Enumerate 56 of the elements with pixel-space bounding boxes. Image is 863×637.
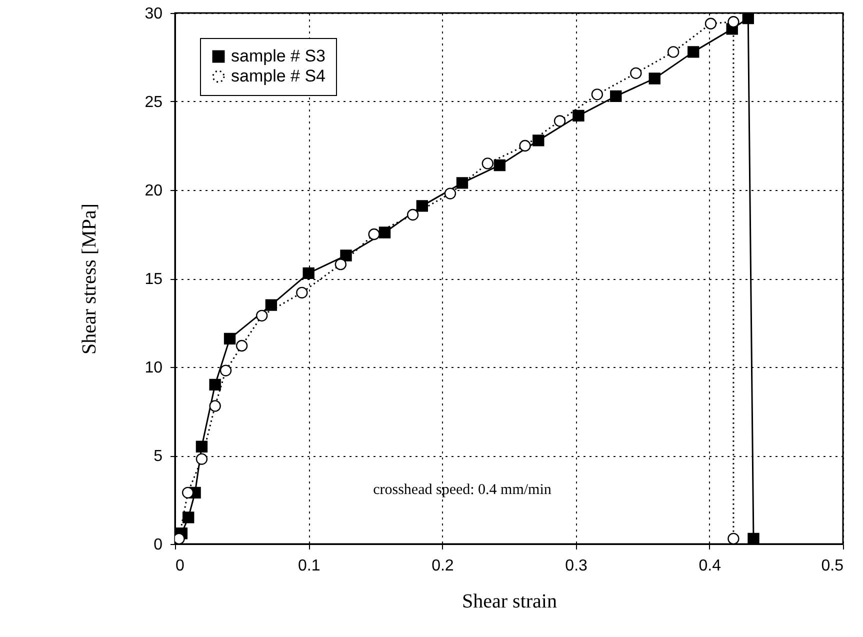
point: [494, 159, 506, 172]
y-tick-label: 5: [154, 448, 163, 465]
y-tick-label: 30: [144, 6, 163, 22]
point: [748, 532, 760, 544]
annotation: crosshead speed: 0.4 mm/min: [373, 482, 552, 498]
point: [182, 486, 194, 499]
point: [236, 340, 248, 352]
y-tick-label: 15: [144, 271, 163, 288]
y-tick-label: 25: [144, 94, 163, 111]
point: [302, 267, 314, 280]
point: [334, 258, 347, 270]
y-axis-title: Shear stress [MPa]: [78, 203, 101, 355]
point: [648, 72, 660, 84]
point: [519, 140, 531, 152]
point: [630, 67, 642, 80]
y-tick-label: 0: [154, 536, 163, 554]
x-tick-label: 0.3: [565, 558, 588, 574]
point: [456, 177, 468, 189]
point: [196, 440, 208, 452]
x-tick-label: 0.1: [298, 558, 320, 574]
point: [591, 88, 604, 100]
point: [704, 18, 717, 30]
x-tick-label: 0.2: [432, 558, 454, 574]
point: [220, 364, 232, 376]
point: [728, 16, 740, 28]
x-tick-label: 0.4: [698, 558, 722, 574]
point: [378, 226, 391, 238]
point: [209, 400, 221, 412]
y-tick-label: 20: [144, 182, 163, 200]
point: [224, 332, 236, 345]
x-tick-label: 0.5: [821, 558, 844, 574]
point: [554, 115, 566, 127]
point: [572, 110, 584, 122]
point: [196, 453, 208, 465]
point: [406, 208, 419, 221]
point: [532, 134, 544, 146]
legend-label: sample # S3: [231, 46, 326, 66]
point: [416, 200, 428, 212]
x-tick-label: 0: [176, 558, 184, 574]
point: [265, 299, 278, 311]
x-axis-title: Shear strain: [462, 590, 557, 612]
point: [688, 46, 700, 58]
point: [256, 310, 268, 322]
point: [368, 228, 380, 240]
point: [610, 90, 622, 102]
point: [209, 378, 221, 391]
point: [340, 250, 352, 262]
legend-label: sample # S4: [231, 66, 326, 86]
point: [182, 512, 194, 524]
point: [728, 532, 740, 544]
point: [482, 158, 494, 170]
point: [667, 46, 680, 58]
point: [296, 286, 308, 298]
point: [444, 188, 456, 200]
y-tick-label: 10: [144, 360, 163, 376]
point: [742, 13, 754, 24]
